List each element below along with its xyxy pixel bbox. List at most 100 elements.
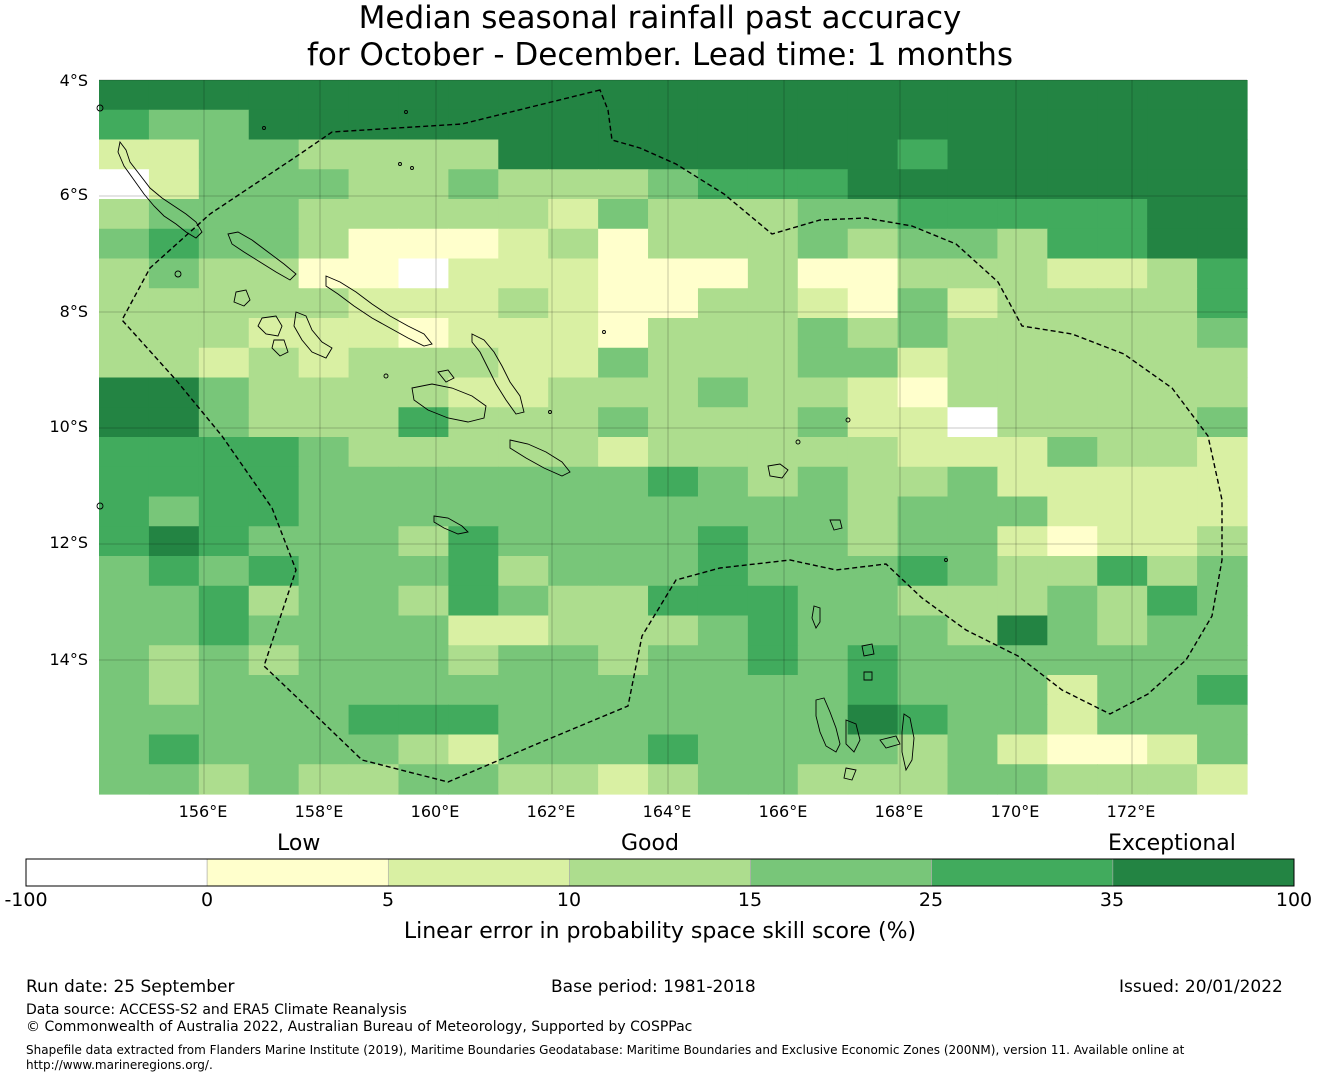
- grid-cell: [797, 80, 849, 111]
- grid-cell: [298, 704, 350, 736]
- title-line-2: for October - December. Lead time: 1 mon…: [306, 37, 1014, 73]
- lon-label-156e: 156°E: [178, 802, 228, 821]
- grid-cell: [1047, 288, 1098, 319]
- grid-cell: [1097, 437, 1148, 468]
- grid-cell: [997, 556, 1048, 587]
- grid-cell: [747, 496, 799, 527]
- grid-cell: [448, 585, 499, 617]
- grid-cell: [298, 199, 350, 230]
- grid-cell: [897, 675, 949, 706]
- grid-cell: [997, 347, 1048, 379]
- grid-cell: [598, 734, 649, 765]
- category-exceptional: Exceptional: [1108, 831, 1236, 856]
- grid-cell: [148, 288, 200, 319]
- grid-cell: [548, 437, 599, 468]
- grid-cell: [997, 734, 1048, 765]
- grid-cell: [1147, 258, 1198, 289]
- grid-cell: [947, 169, 999, 200]
- grid-cell: [1147, 585, 1198, 617]
- grid-cell: [747, 645, 799, 676]
- grid-cell: [548, 675, 599, 706]
- grid-cell: [348, 80, 400, 111]
- grid-cell: [248, 139, 300, 170]
- grid-cell: [198, 318, 250, 349]
- grid-cell: [548, 466, 599, 498]
- grid-cell: [797, 764, 849, 795]
- atoll-3: [404, 110, 408, 114]
- grid-cell: [398, 288, 449, 319]
- grid-cell: [897, 645, 949, 676]
- lat-label-8s: 8°S: [59, 302, 88, 321]
- grid-cell: [1097, 585, 1148, 617]
- grid-cell: [1047, 258, 1098, 289]
- island-new-georgia-2: [233, 289, 251, 307]
- grid-cell: [1197, 466, 1248, 498]
- atoll-6: [383, 373, 389, 379]
- grid-cell: [847, 675, 899, 706]
- tick-25: 25: [918, 889, 944, 911]
- grid-cell: [498, 437, 549, 468]
- grid-cell: [598, 466, 649, 498]
- grid-cell: [298, 169, 350, 200]
- grid-cell: [1147, 615, 1198, 646]
- grid-cell: [298, 377, 350, 408]
- grid-cell: [1147, 139, 1198, 170]
- grid-cell: [897, 764, 949, 795]
- grid-cell: [897, 704, 949, 736]
- grid-cell: [298, 526, 350, 557]
- grid-cell: [498, 109, 549, 141]
- grid-cell: [198, 645, 250, 676]
- grid-cell: [1197, 377, 1248, 408]
- grid-cell: [1197, 645, 1248, 676]
- grid-cell: [148, 139, 200, 170]
- grid-cell: [897, 347, 949, 379]
- island-malakula: [845, 719, 861, 753]
- grid-cell: [148, 704, 200, 736]
- grid-cell: [99, 199, 150, 230]
- lon-label-168e: 168°E: [874, 802, 924, 821]
- grid-cell: [598, 169, 649, 200]
- grid-cell: [697, 645, 749, 676]
- grid-cell: [398, 645, 449, 676]
- grid-cell: [148, 556, 200, 587]
- grid-cell: [198, 764, 250, 795]
- atoll-1: [174, 270, 182, 278]
- grid-cell: [298, 466, 350, 498]
- tick-5: 5: [381, 889, 395, 911]
- grid-cell: [598, 675, 649, 706]
- grid-cell: [1097, 466, 1148, 498]
- grid-cell: [1197, 258, 1248, 289]
- grid-cell: [548, 258, 599, 289]
- grid-cell: [847, 139, 899, 170]
- grid-cell: [298, 585, 350, 617]
- grid-cell: [1097, 139, 1148, 170]
- grid-cell: [498, 675, 549, 706]
- atoll-13: [96, 104, 104, 112]
- grid-cell: [448, 377, 499, 408]
- grid-cell: [797, 704, 849, 736]
- grid-cell: [99, 615, 150, 646]
- grid-cell: [348, 437, 400, 468]
- grid-cell: [548, 228, 599, 260]
- copyright: © Commonwealth of Australia 2022, Austra…: [26, 1019, 693, 1035]
- grid-cell: [847, 318, 899, 349]
- grid-cell: [248, 318, 300, 349]
- grid-cell: [847, 80, 899, 111]
- grid-cell: [747, 407, 799, 438]
- grid-cell: [198, 466, 250, 498]
- map-title: Median seasonal rainfall past accuracy f…: [0, 0, 1320, 74]
- grid-cell: [99, 169, 150, 200]
- grid-cell: [648, 258, 699, 289]
- grid-cell: [498, 556, 549, 587]
- lat-label-4s: 4°S: [59, 71, 88, 90]
- grid-cell: [348, 585, 400, 617]
- grid-cell: [1197, 764, 1248, 795]
- grid-cell: [398, 228, 449, 260]
- grid-cell: [797, 109, 849, 141]
- grid-cell: [697, 437, 749, 468]
- grid-cell: [648, 139, 699, 170]
- grid-cell: [847, 556, 899, 587]
- grid-cell: [1047, 80, 1098, 111]
- colorbar-segment: [931, 858, 1114, 887]
- grid-cell: [797, 645, 849, 676]
